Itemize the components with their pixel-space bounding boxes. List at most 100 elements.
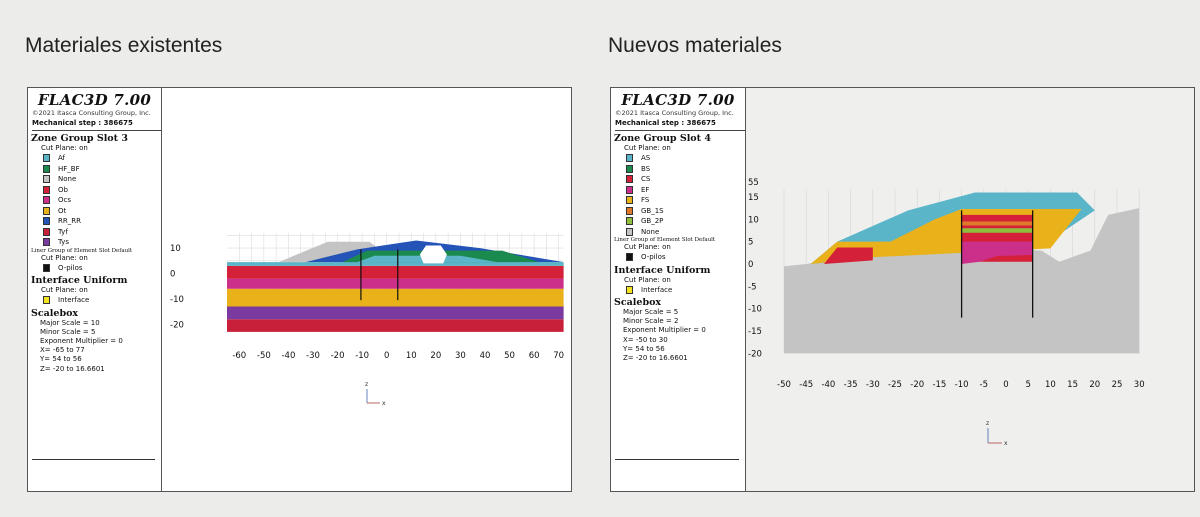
legend-item-interface[interactable]: Interface xyxy=(626,285,745,296)
legend-item-tyf[interactable]: Tyf xyxy=(43,227,161,238)
zone-af xyxy=(227,262,564,266)
zone-group-title: Zone Group Slot 3 xyxy=(31,133,128,144)
x-tick-label: 0 xyxy=(1003,380,1008,390)
y-tick-label: -10 xyxy=(748,305,762,315)
zone-group-title: Zone Group Slot 4 xyxy=(614,133,711,144)
axis-x-label: x xyxy=(382,400,386,407)
copyright-text: ©2021 Itasca Consulting Group, Inc. xyxy=(32,109,151,117)
legend-item-cs[interactable]: CS xyxy=(626,174,745,185)
legend-label: RR_RR xyxy=(58,217,81,226)
right-model-viewport[interactable]: 55 15 10 5 0 -5 -10 -15 -20 -50 -45 -40 -35 -30 -25 -20… xyxy=(746,88,1194,491)
legend-label: GB_1S xyxy=(641,206,664,215)
right-legend-pane: FLAC3D 7.00 ©2021 Itasca Consulting Grou… xyxy=(611,88,746,491)
legend-swatch xyxy=(626,227,633,236)
legend-item-bs[interactable]: BS xyxy=(626,164,745,175)
legend-swatch xyxy=(626,185,633,194)
legend-item-tys[interactable]: Tys xyxy=(43,237,161,248)
zone-ef xyxy=(961,241,1033,264)
legend-item-o-pilos[interactable]: O-pilos xyxy=(626,252,745,263)
scalebox-x-range: X= -50 to 30 xyxy=(623,335,668,344)
legend-swatch xyxy=(626,175,633,184)
legend-swatch xyxy=(626,253,633,262)
legend-item-ocs[interactable]: Ocs xyxy=(43,195,161,206)
x-tick-label: -50 xyxy=(257,351,271,361)
legend-item-af[interactable]: Af xyxy=(43,153,161,164)
legend-label: CS xyxy=(641,175,651,184)
y-tick-label: 55 xyxy=(748,178,759,188)
legend-label: Af xyxy=(58,154,66,163)
legend-swatch xyxy=(626,217,633,226)
y-tick-label: -20 xyxy=(170,320,184,330)
axis-z-label: z xyxy=(365,381,368,388)
legend-swatch xyxy=(43,154,50,163)
zone-gb-1s xyxy=(961,221,1033,226)
axis-z-label: z xyxy=(986,420,989,427)
legend-swatch xyxy=(43,164,50,173)
legend-item-ob[interactable]: Ob xyxy=(43,185,161,196)
zone-tyf xyxy=(227,319,564,332)
y-tick-label: 0 xyxy=(748,260,753,270)
legend-item-hf-bf[interactable]: HF_BF xyxy=(43,164,161,175)
scalebox-z-range: Z= -20 to 16.6601 xyxy=(623,354,688,363)
legend-item-ot[interactable]: Ot xyxy=(43,206,161,217)
x-tick-label: -10 xyxy=(955,380,969,390)
interface-title: Interface Uniform xyxy=(31,275,128,286)
legend-label: Interface xyxy=(641,285,673,294)
axis-x-label: x xyxy=(1004,440,1008,447)
scalebox-exponent: Exponent Multiplier = 0 xyxy=(40,336,123,345)
legend-item-as[interactable]: AS xyxy=(626,153,745,164)
x-tick-label: 30 xyxy=(1134,380,1145,390)
cut-plane-status: Cut Plane: on xyxy=(624,144,671,152)
legend-item-fs[interactable]: FS xyxy=(626,195,745,206)
legend-item-o-pilos[interactable]: O-pilos xyxy=(43,263,161,274)
zone-group-legend: Af HF_BF None Ob Ocs Ot RR_RR Tyf Tys xyxy=(28,153,161,248)
zone-ob xyxy=(227,265,564,279)
x-tick-label: 25 xyxy=(1112,380,1123,390)
legend-label: O-pilos xyxy=(58,263,83,272)
zone-ot xyxy=(227,288,564,307)
scalebox-exponent: Exponent Multiplier = 0 xyxy=(623,326,706,335)
left-model-plot: 10 0 -10 -20 -60 -50 -40 -30 -20 -10 0 10 20 30 40 50 60… xyxy=(170,232,564,407)
x-tick-label: 10 xyxy=(406,351,417,361)
caption-new-materials: Nuevos materiales xyxy=(608,34,782,57)
scalebox-z-range: Z= -20 to 16.6601 xyxy=(40,364,105,373)
cut-plane-status: Cut Plane: on xyxy=(41,144,88,152)
app-title: FLAC3D 7.00 xyxy=(37,91,152,109)
legend-item-rr-rr[interactable]: RR_RR xyxy=(43,216,161,227)
x-tick-label: -20 xyxy=(331,351,345,361)
legend-swatch xyxy=(43,185,50,194)
legend-swatch xyxy=(43,263,50,272)
legend-item-gb-2p[interactable]: GB_2P xyxy=(626,216,745,227)
legend-swatch xyxy=(626,196,633,205)
legend-swatch xyxy=(626,164,633,173)
x-tick-label: -60 xyxy=(232,351,246,361)
legend-swatch xyxy=(43,227,50,236)
x-tick-label: -35 xyxy=(844,380,858,390)
scalebox-title: Scalebox xyxy=(614,297,662,308)
legend-item-none[interactable]: None xyxy=(43,174,161,185)
legend-item-gb-1s[interactable]: GB_1S xyxy=(626,206,745,217)
legend-footer-line xyxy=(615,459,739,460)
legend-swatch xyxy=(43,217,50,226)
left-model-viewport[interactable]: 10 0 -10 -20 -60 -50 -40 -30 -20 -10 0 10 20 30 40 50 60… xyxy=(162,88,571,491)
legend-swatch xyxy=(43,175,50,184)
scalebox-y-range: Y= 54 to 56 xyxy=(623,344,665,353)
legend-label: Interface xyxy=(58,296,90,305)
legend-label: None xyxy=(641,227,660,236)
x-tick-label: -40 xyxy=(821,380,835,390)
legend-label: None xyxy=(58,175,77,184)
scalebox-x-range: X= -65 to 77 xyxy=(40,346,85,355)
interface-title: Interface Uniform xyxy=(614,264,711,276)
x-tick-label: -50 xyxy=(777,380,791,390)
liner-cut-plane-status: Cut Plane: on xyxy=(624,243,671,251)
y-tick-label: 0 xyxy=(170,270,175,280)
scalebox-title: Scalebox xyxy=(31,307,79,319)
legend-item-none[interactable]: None xyxy=(626,227,745,238)
legend-label: EF xyxy=(641,185,650,194)
x-tick-label: 60 xyxy=(529,351,540,361)
legend-item-interface[interactable]: Interface xyxy=(43,295,161,306)
legend-swatch xyxy=(626,154,633,163)
legend-item-ef[interactable]: EF xyxy=(626,185,745,196)
copyright-text: ©2021 Itasca Consulting Group, Inc. xyxy=(615,109,734,117)
legend-label: O-pilos xyxy=(641,253,666,262)
